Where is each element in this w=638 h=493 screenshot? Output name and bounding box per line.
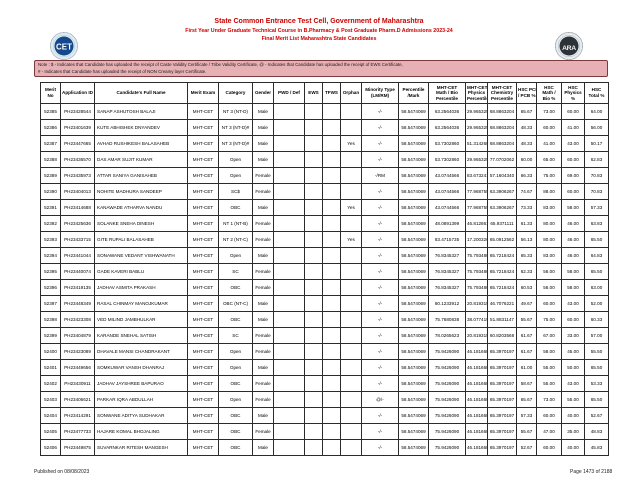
svg-text:CET: CET [56, 43, 72, 52]
svg-text:ARA: ARA [562, 45, 576, 52]
